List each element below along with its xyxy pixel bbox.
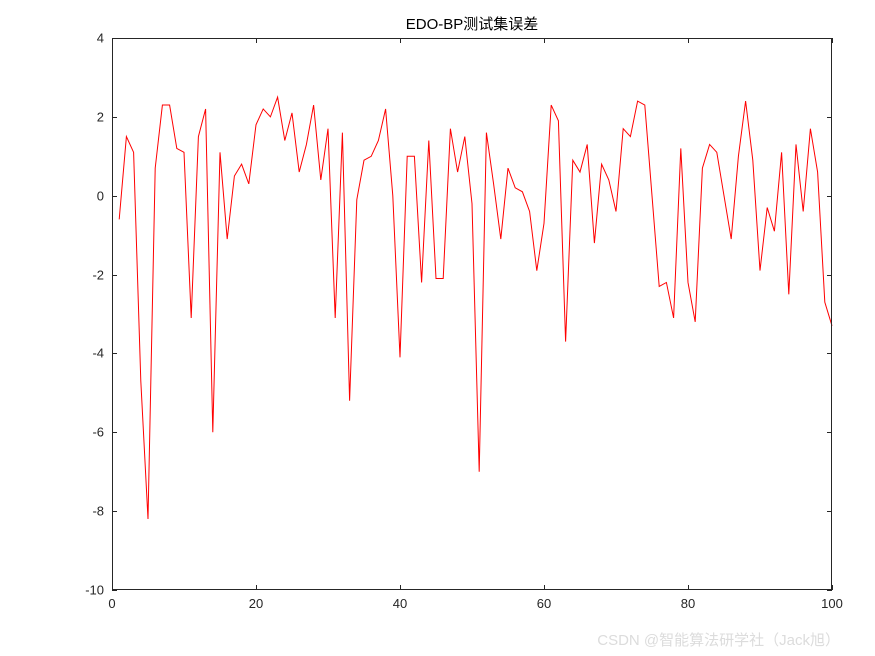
x-tick-mark (688, 38, 689, 43)
figure: EDO-BP测试集误差 CSDN @智能算法研学社（Jack旭） 0204060… (0, 0, 875, 656)
x-tick-mark (688, 585, 689, 590)
y-tick-mark (827, 275, 832, 276)
line-svg (112, 38, 832, 590)
y-tick-mark (827, 117, 832, 118)
y-tick-label: 0 (78, 188, 104, 203)
y-tick-mark (112, 275, 117, 276)
watermark-text: CSDN @智能算法研学社（Jack旭） (597, 629, 840, 650)
y-tick-label: -8 (78, 504, 104, 519)
y-tick-mark (827, 432, 832, 433)
y-tick-mark (112, 511, 117, 512)
y-tick-mark (827, 38, 832, 39)
x-tick-mark (832, 585, 833, 590)
x-tick-mark (400, 585, 401, 590)
y-tick-mark (827, 353, 832, 354)
x-tick-label: 40 (393, 596, 407, 611)
error-series-line (119, 97, 832, 519)
x-tick-label: 80 (681, 596, 695, 611)
y-tick-label: -10 (78, 583, 104, 598)
plot-area (112, 38, 832, 590)
y-tick-mark (112, 196, 117, 197)
y-tick-label: -4 (78, 346, 104, 361)
x-tick-mark (400, 38, 401, 43)
y-tick-label: 4 (78, 31, 104, 46)
y-tick-mark (112, 38, 117, 39)
y-tick-mark (827, 590, 832, 591)
y-tick-mark (827, 196, 832, 197)
y-tick-label: -2 (78, 267, 104, 282)
chart-title: EDO-BP测试集误差 (112, 13, 832, 34)
y-tick-mark (112, 353, 117, 354)
x-tick-label: 20 (249, 596, 263, 611)
x-tick-label: 100 (821, 596, 843, 611)
x-tick-mark (832, 38, 833, 43)
y-tick-mark (112, 117, 117, 118)
y-tick-mark (827, 511, 832, 512)
x-tick-mark (544, 38, 545, 43)
y-tick-mark (112, 432, 117, 433)
y-tick-label: 2 (78, 109, 104, 124)
x-tick-mark (256, 38, 257, 43)
x-tick-label: 60 (537, 596, 551, 611)
y-tick-label: -6 (78, 425, 104, 440)
x-tick-mark (256, 585, 257, 590)
y-tick-mark (112, 590, 117, 591)
x-tick-label: 0 (108, 596, 115, 611)
x-tick-mark (544, 585, 545, 590)
